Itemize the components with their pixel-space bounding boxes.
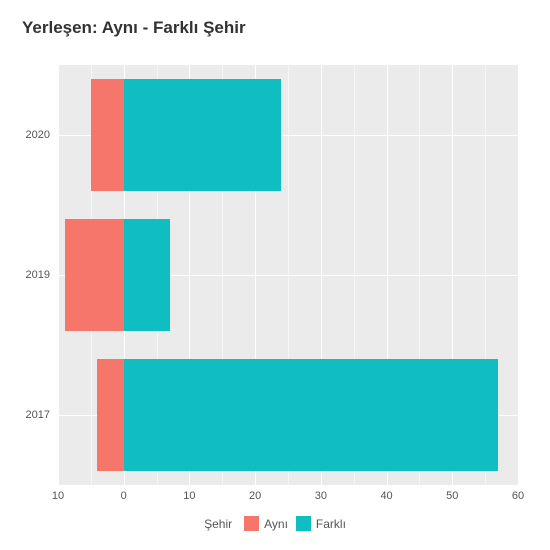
- y-tick-label: 2017: [10, 409, 50, 421]
- x-tick-label: 40: [380, 490, 392, 502]
- x-tick-label: 10: [52, 490, 64, 502]
- legend: Şehir Aynı Farklı: [0, 516, 550, 531]
- legend-label-farkli: Farklı: [316, 517, 346, 531]
- bar-farkli-2019: [124, 219, 170, 331]
- gridline-major: [518, 65, 519, 485]
- bar-farkli-2017: [124, 359, 499, 471]
- legend-label-ayni: Aynı: [264, 517, 288, 531]
- swatch-ayni: [244, 516, 259, 531]
- swatch-farkli: [296, 516, 311, 531]
- y-tick-label: 2020: [10, 129, 50, 141]
- x-tick-label: 30: [315, 490, 327, 502]
- bar-ayni-2019: [65, 219, 124, 331]
- legend-item-farkli: Farklı: [296, 516, 346, 531]
- bar-farkli-2020: [124, 79, 282, 191]
- bar-ayni-2017: [97, 359, 123, 471]
- y-tick-label: 2019: [10, 269, 50, 281]
- x-tick-label: 60: [512, 490, 524, 502]
- x-tick-label: 50: [446, 490, 458, 502]
- plot-area: [58, 65, 518, 485]
- x-tick-label: 20: [249, 490, 261, 502]
- x-tick-label: 0: [121, 490, 127, 502]
- legend-title: Şehir: [204, 517, 232, 531]
- bar-ayni-2020: [91, 79, 124, 191]
- legend-item-ayni: Aynı: [244, 516, 288, 531]
- x-tick-label: 10: [183, 490, 195, 502]
- chart-title: Yerleşen: Aynı - Farklı Şehir: [22, 18, 246, 38]
